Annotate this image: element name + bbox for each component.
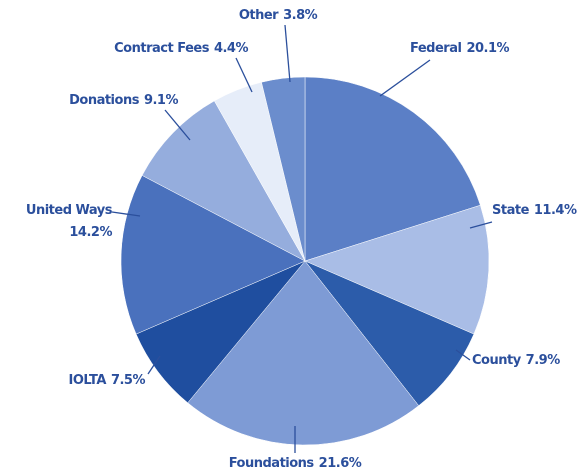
slice-value: 7.5% [111, 373, 146, 388]
slice-name: Other [239, 8, 279, 23]
slice-label: Foundations 21.6% [229, 456, 362, 471]
slice-value: 21.6% [319, 456, 362, 471]
pie-slice [261, 76, 306, 262]
pie-slice [120, 175, 306, 335]
slice-value: 20.1% [466, 41, 509, 56]
leader-line [164, 109, 191, 141]
slice-value: 9.1% [144, 93, 179, 108]
slice-value: 11.4% [534, 203, 577, 218]
slice-label: IOLTA 7.5% [68, 373, 145, 388]
slice-name: Contract Fees [114, 41, 210, 56]
slice-name: IOLTA [68, 373, 106, 388]
slice-name: County [472, 353, 522, 368]
slice-value: 4.4% [214, 41, 249, 56]
slice-label: Contract Fees 4.4% [114, 41, 248, 56]
pie-slice [187, 260, 420, 446]
pie-slice [141, 100, 306, 262]
slice-label: United Ways 14.2% [26, 203, 113, 240]
slice-label: State 11.4% [492, 203, 577, 218]
leader-line [379, 59, 431, 97]
leader-line [469, 221, 493, 229]
slice-label: County 7.9% [472, 353, 560, 368]
slice-value: 3.8% [283, 8, 318, 23]
slice-name: Federal [410, 41, 461, 56]
leader-line [455, 349, 471, 361]
pie-slice [304, 76, 481, 262]
pie-slice [304, 204, 490, 335]
slice-name: Foundations [229, 456, 315, 471]
slice-name: United Ways [26, 203, 113, 218]
slice-name: State [492, 203, 530, 218]
leader-line [235, 57, 253, 93]
slice-name: Donations [69, 93, 140, 108]
pie-slice [304, 260, 475, 407]
leader-line [147, 355, 161, 375]
leader-line [284, 24, 291, 83]
slice-label: Federal 20.1% [410, 41, 510, 56]
slice-value: 7.9% [526, 353, 561, 368]
slice-label: Donations 9.1% [69, 93, 178, 108]
slice-label: Other 3.8% [239, 8, 318, 23]
slice-value: 14.2% [69, 225, 112, 240]
leader-line [111, 211, 141, 217]
